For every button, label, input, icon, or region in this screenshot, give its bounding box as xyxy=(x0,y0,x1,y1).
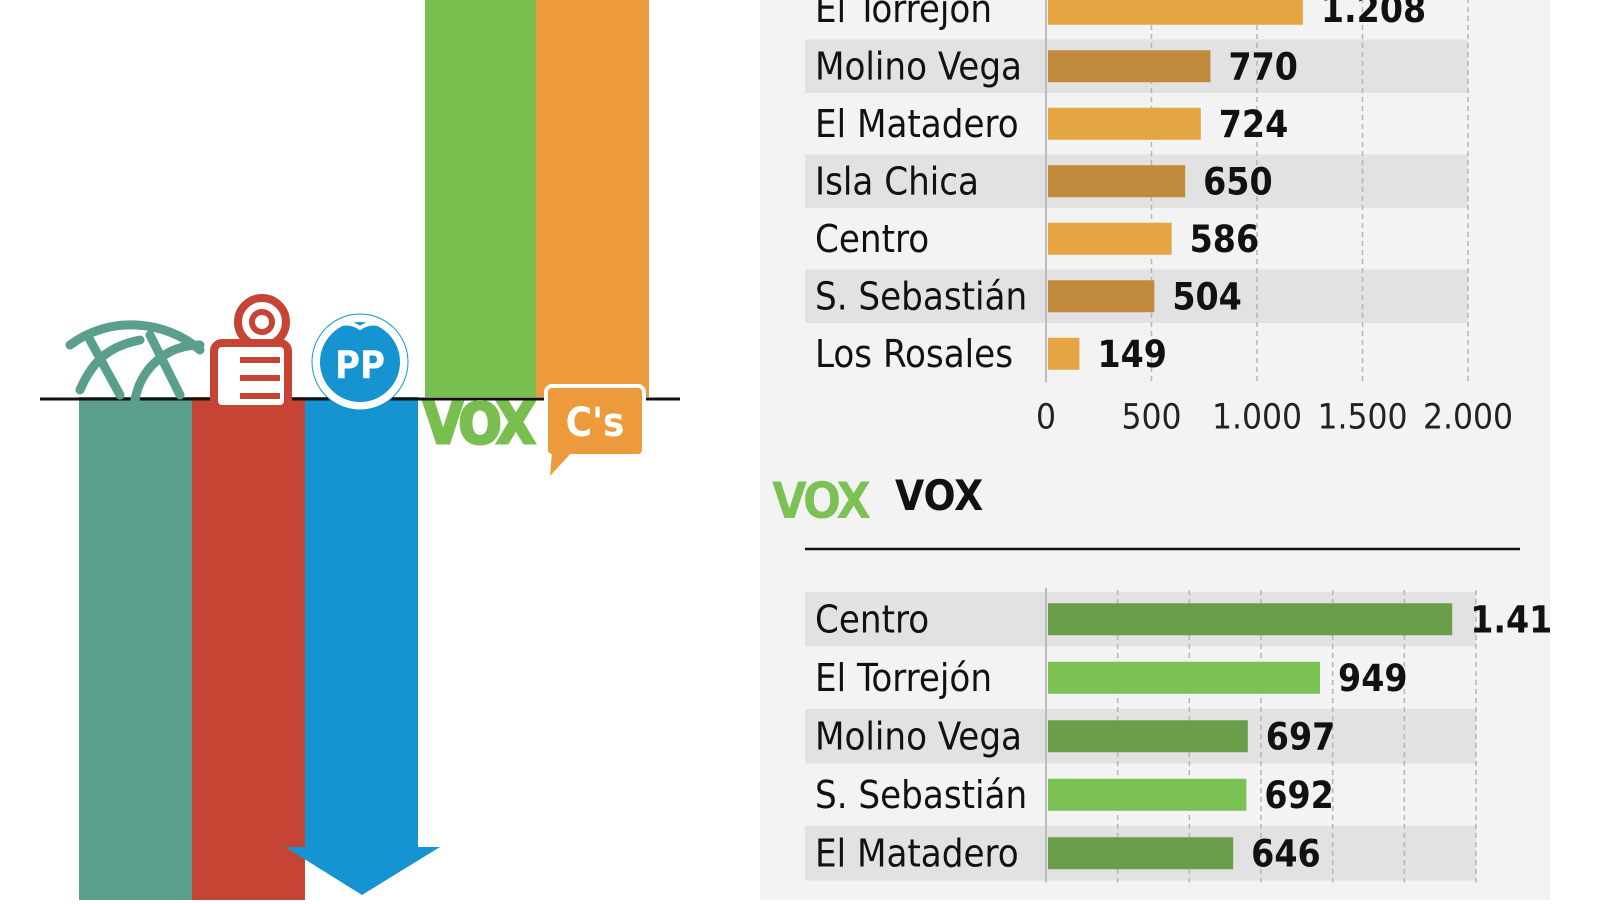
vox-header-logo: VOX xyxy=(772,472,870,530)
x-tick-label: 1.000 xyxy=(1212,398,1302,438)
x-tick-label: 500 xyxy=(1121,398,1181,438)
category-label: Centro xyxy=(815,597,929,641)
category-label: El Matadero xyxy=(815,831,1019,875)
value-label: 1.208 xyxy=(1321,0,1426,31)
bar xyxy=(1048,661,1321,694)
bar xyxy=(1048,0,1303,25)
bar xyxy=(1048,107,1201,140)
bar xyxy=(1048,165,1186,198)
value-label: 949 xyxy=(1338,657,1407,700)
category-label: Isla Chica xyxy=(815,159,979,203)
bar xyxy=(1048,837,1234,870)
cs-logo: C's xyxy=(544,384,646,476)
category-label: El Matadero xyxy=(815,102,1019,146)
category-label: Centro xyxy=(815,217,929,261)
adelante-bar xyxy=(79,397,192,900)
party-change-svg: PP VOX C's xyxy=(40,0,680,900)
category-label: Los Rosales xyxy=(815,332,1013,376)
value-label: 504 xyxy=(1172,275,1241,318)
value-label: 149 xyxy=(1097,333,1166,376)
bar xyxy=(1048,222,1172,255)
category-label: El Torrejón xyxy=(815,0,992,31)
vox-chart-title: VOX xyxy=(895,471,983,520)
x-tick-label: 0 xyxy=(1036,398,1056,438)
pp-down-arrow xyxy=(285,847,440,895)
category-label: S. Sebastián xyxy=(815,773,1027,817)
bar xyxy=(1048,603,1453,636)
psoe-logo xyxy=(210,294,292,413)
page-margin xyxy=(1550,0,1600,900)
vox-logo: VOX xyxy=(424,392,535,457)
category-label: S. Sebastián xyxy=(815,274,1027,318)
value-label: 1.410 xyxy=(1470,598,1550,641)
x-tick-label: 2.000 xyxy=(1423,398,1513,438)
results-panel: El Torrejón 1.208 Molino Vega 770 El Matader… xyxy=(760,0,1575,900)
value-label: 770 xyxy=(1228,45,1297,88)
bar xyxy=(1048,50,1211,83)
vox-bar xyxy=(425,0,536,397)
value-label: 697 xyxy=(1266,715,1335,758)
value-label: 650 xyxy=(1203,160,1272,203)
pp-logo-text: PP xyxy=(335,343,385,387)
bar xyxy=(1048,720,1248,753)
x-tick-label: 1.500 xyxy=(1317,398,1407,438)
cs-logo-text: C's xyxy=(566,400,625,446)
category-label: Molino Vega xyxy=(815,714,1022,758)
category-label: Molino Vega xyxy=(815,44,1022,88)
district-chart-vox: VOX VOX Centro 1.410 El Torrejón 949 Molino Ve… xyxy=(772,471,1575,883)
category-label: El Torrejón xyxy=(815,656,992,700)
bar xyxy=(1048,337,1080,370)
district-chart-1: El Torrejón 1.208 Molino Vega 770 El Matader… xyxy=(805,0,1513,438)
pp-logo: PP xyxy=(311,313,409,411)
party-change-graphic: PP VOX C's xyxy=(0,0,760,900)
cs-bar xyxy=(536,0,649,397)
adelante-logo xyxy=(65,320,205,405)
value-label: 724 xyxy=(1219,103,1288,146)
results-panel-svg: El Torrejón 1.208 Molino Vega 770 El Matader… xyxy=(772,0,1575,883)
value-label: 586 xyxy=(1190,218,1259,261)
value-label: 646 xyxy=(1251,832,1320,875)
pp-bar xyxy=(305,397,418,847)
bar xyxy=(1048,778,1247,811)
psoe-bar xyxy=(192,397,305,900)
value-label: 692 xyxy=(1264,774,1333,817)
bar xyxy=(1048,280,1155,313)
